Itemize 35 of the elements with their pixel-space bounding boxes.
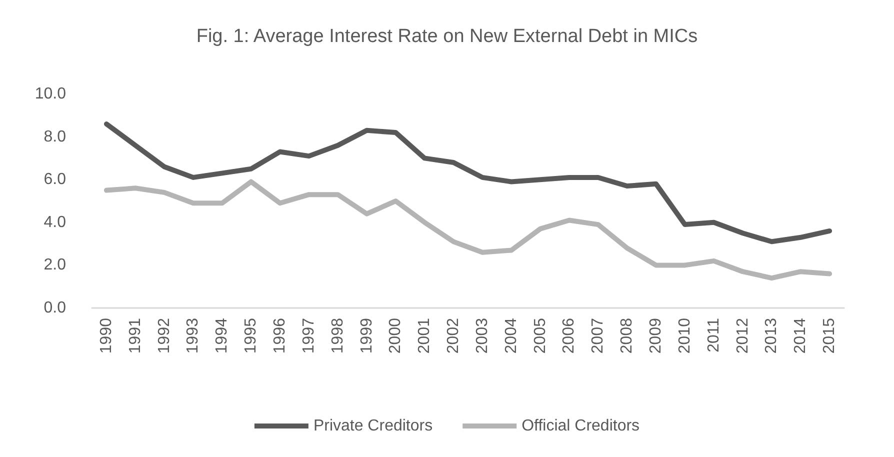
x-tick-label: 2001 xyxy=(416,318,434,354)
x-tick-label: 1994 xyxy=(214,318,231,354)
x-tick-label: 2002 xyxy=(445,318,462,354)
x-tick-label: 1997 xyxy=(300,318,318,354)
x-tick-label: 2005 xyxy=(532,318,549,354)
y-tick-label: 8.0 xyxy=(44,128,66,146)
x-tick-label: 1990 xyxy=(98,318,115,354)
x-tick-label: 2003 xyxy=(474,318,491,354)
x-tick-label: 2004 xyxy=(502,318,520,354)
x-tick-label: 2013 xyxy=(763,318,780,354)
x-tick-label: 2000 xyxy=(387,318,404,354)
y-tick-label: 0.0 xyxy=(44,300,66,316)
x-tick-label: 2011 xyxy=(705,318,722,352)
x-tick-label: 1999 xyxy=(358,318,376,354)
x-tick-label: 2006 xyxy=(560,318,578,354)
y-tick-label: 2.0 xyxy=(44,256,66,274)
y-tick-label: 6.0 xyxy=(44,171,66,188)
x-tick-label: 2010 xyxy=(676,318,694,354)
x-tick-label: 1992 xyxy=(156,318,173,354)
x-tick-label: 1998 xyxy=(329,318,346,354)
x-tick-label: 2012 xyxy=(734,318,752,354)
x-tick-label: 1995 xyxy=(242,318,260,354)
legend-label: Official Creditors xyxy=(522,418,640,434)
x-tick-label: 1991 xyxy=(126,318,144,354)
x-tick-label: 1993 xyxy=(184,318,202,354)
x-tick-label: 2009 xyxy=(648,318,664,354)
x-tick-label: 2015 xyxy=(821,318,838,354)
legend-label: Private Creditors xyxy=(313,418,433,434)
chart-title: Fig. 1: Average Interest Rate on New External Debt in MICs xyxy=(196,26,698,47)
y-tick-label: 10.0 xyxy=(34,86,66,102)
x-tick-label: 2014 xyxy=(792,318,810,354)
y-tick-label: 4.0 xyxy=(44,214,66,231)
x-tick-label: 1996 xyxy=(272,318,288,354)
x-tick-label: 2007 xyxy=(590,318,607,354)
x-tick-label: 2008 xyxy=(618,318,636,354)
